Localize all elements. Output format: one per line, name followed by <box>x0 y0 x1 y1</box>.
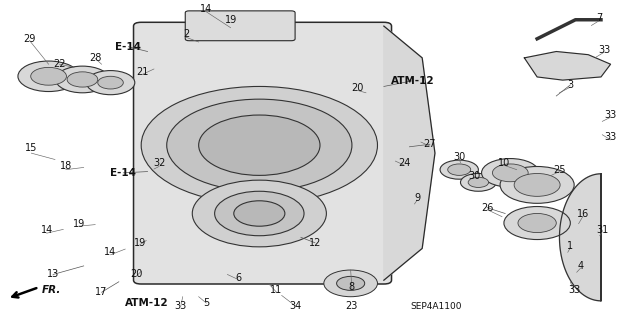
Text: 30: 30 <box>453 152 465 162</box>
Text: 14: 14 <box>40 225 52 235</box>
Circle shape <box>514 174 560 196</box>
Text: FR.: FR. <box>42 285 61 295</box>
Text: 24: 24 <box>398 158 410 168</box>
Text: E-14: E-14 <box>110 168 136 178</box>
Circle shape <box>448 164 470 175</box>
Text: 6: 6 <box>235 273 241 283</box>
Text: 22: 22 <box>53 59 66 69</box>
Text: 28: 28 <box>89 53 101 63</box>
FancyBboxPatch shape <box>134 22 392 284</box>
Circle shape <box>198 115 320 175</box>
Text: 33: 33 <box>604 110 617 120</box>
Text: 32: 32 <box>153 158 165 168</box>
Text: 5: 5 <box>204 298 209 308</box>
Circle shape <box>500 167 574 203</box>
Circle shape <box>214 191 304 236</box>
Polygon shape <box>384 26 435 280</box>
Text: 1: 1 <box>567 241 573 251</box>
Text: 33: 33 <box>604 132 617 142</box>
Circle shape <box>141 86 378 204</box>
Text: 26: 26 <box>481 203 493 213</box>
Text: 20: 20 <box>351 83 364 93</box>
Polygon shape <box>559 174 601 301</box>
Circle shape <box>468 177 488 188</box>
Text: 4: 4 <box>577 261 584 271</box>
Circle shape <box>518 213 556 233</box>
Text: E-14: E-14 <box>115 42 141 52</box>
Text: 23: 23 <box>346 301 358 311</box>
Circle shape <box>18 61 79 92</box>
Text: 14: 14 <box>200 4 212 14</box>
Circle shape <box>234 201 285 226</box>
Text: 29: 29 <box>23 34 36 44</box>
Text: SEP4A1100: SEP4A1100 <box>410 302 462 311</box>
Circle shape <box>167 99 352 191</box>
Text: 25: 25 <box>553 165 566 175</box>
Circle shape <box>98 76 124 89</box>
Text: 33: 33 <box>598 45 611 55</box>
Text: 18: 18 <box>60 161 72 172</box>
Text: 8: 8 <box>349 282 355 292</box>
Circle shape <box>31 67 67 85</box>
Text: 20: 20 <box>130 270 142 279</box>
Text: 15: 15 <box>25 143 38 153</box>
Circle shape <box>504 206 570 240</box>
Text: ATM-12: ATM-12 <box>391 76 435 86</box>
Text: 12: 12 <box>308 238 321 248</box>
Circle shape <box>86 70 135 95</box>
Text: 17: 17 <box>95 287 108 297</box>
Text: 21: 21 <box>136 67 148 77</box>
Text: 3: 3 <box>567 80 573 90</box>
Text: 13: 13 <box>47 270 59 279</box>
Text: 2: 2 <box>183 29 189 39</box>
Circle shape <box>56 66 109 93</box>
Circle shape <box>324 270 378 297</box>
Text: 10: 10 <box>498 158 510 168</box>
Text: 27: 27 <box>424 139 436 149</box>
Text: ATM-12: ATM-12 <box>125 298 168 308</box>
Text: 33: 33 <box>568 286 580 295</box>
Text: 16: 16 <box>577 209 589 219</box>
Circle shape <box>461 174 496 191</box>
Text: 11: 11 <box>271 286 283 295</box>
Polygon shape <box>524 51 611 80</box>
Circle shape <box>337 276 365 290</box>
Text: 9: 9 <box>414 193 420 203</box>
Text: 31: 31 <box>596 225 609 235</box>
Text: 19: 19 <box>225 15 237 25</box>
Circle shape <box>492 164 528 182</box>
Text: 30: 30 <box>468 171 481 181</box>
Circle shape <box>481 159 539 187</box>
Text: 14: 14 <box>104 247 116 257</box>
FancyBboxPatch shape <box>185 11 295 41</box>
Text: 33: 33 <box>175 301 187 311</box>
Circle shape <box>192 180 326 247</box>
Text: 19: 19 <box>134 238 146 248</box>
Text: 34: 34 <box>290 301 302 311</box>
Circle shape <box>440 160 478 179</box>
Circle shape <box>67 72 98 87</box>
Text: 7: 7 <box>596 13 603 23</box>
Text: 19: 19 <box>72 219 84 229</box>
